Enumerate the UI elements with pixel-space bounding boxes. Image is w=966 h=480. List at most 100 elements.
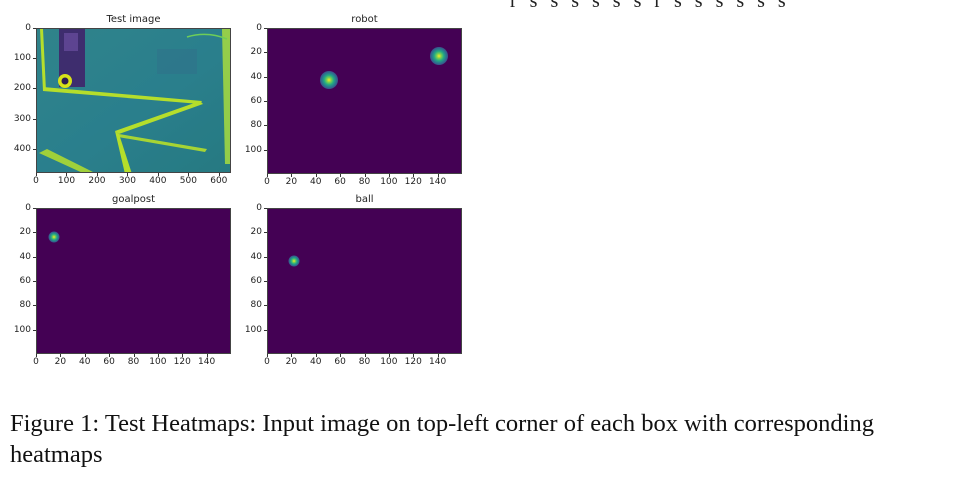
y-tick-mark (33, 305, 36, 307)
y-tick-label: 0 (256, 23, 262, 33)
y-tick-label: 400 (13, 143, 31, 154)
x-tick-label: 80 (358, 357, 371, 367)
x-tick-mark (218, 173, 220, 176)
x-tick-mark (188, 173, 190, 176)
y-tick-label: 100 (244, 324, 262, 335)
y-tick-mark (33, 118, 36, 120)
x-tick-mark (413, 354, 415, 357)
y-tick-mark (33, 28, 36, 29)
page-top-text-fragment: r s s s s s s r s s s s s s (510, 0, 790, 12)
y-tick-mark (264, 281, 267, 282)
x-tick-mark (157, 354, 159, 357)
x-tick-label: 60 (103, 357, 115, 367)
y-tick-label: 100 (13, 53, 31, 64)
y-tick-label: 200 (13, 83, 31, 94)
x-tick-label: 40 (79, 357, 91, 367)
y-tick-mark (264, 28, 267, 29)
x-tick-mark (84, 354, 86, 357)
y-tick-label: 0 (25, 23, 31, 33)
x-tick-mark (157, 173, 159, 176)
x-tick-label: 400 (149, 176, 167, 186)
y-tick-mark (264, 149, 267, 151)
x-tick-label: 20 (54, 357, 67, 367)
x-tick-mark (340, 174, 342, 177)
y-tick-mark (33, 329, 36, 331)
x-tick-mark (267, 174, 268, 177)
y-tick-mark (264, 76, 267, 78)
x-tick-label: 100 (380, 357, 398, 367)
y-tick-label: 80 (250, 300, 262, 311)
x-tick-label: 140 (429, 177, 447, 187)
y-tick-mark (264, 232, 267, 234)
field-photo (37, 29, 230, 172)
y-tick-mark (264, 256, 267, 258)
heatmap-peak (429, 46, 448, 65)
x-tick-mark (206, 354, 208, 357)
y-tick-label: 60 (250, 96, 262, 106)
x-tick-mark (182, 354, 184, 357)
x-tick-label: 80 (127, 357, 140, 367)
subplot-title: ball (355, 194, 374, 205)
y-tick-label: 60 (19, 276, 31, 286)
heatmap-peak (319, 71, 338, 90)
y-tick-label: 100 (13, 324, 31, 335)
subplot-title: Test image (106, 14, 161, 25)
heatmap-area (267, 28, 462, 174)
y-tick-label: 100 (244, 144, 262, 155)
y-tick-mark (264, 125, 267, 127)
x-tick-mark (267, 354, 268, 357)
x-tick-label: 0 (33, 176, 39, 186)
x-tick-label: 40 (310, 357, 322, 367)
x-tick-mark (388, 354, 390, 357)
y-tick-mark (33, 208, 36, 209)
x-tick-label: 300 (118, 176, 136, 186)
x-tick-label: 600 (210, 176, 228, 186)
x-tick-mark (437, 354, 439, 357)
x-tick-label: 20 (285, 357, 298, 367)
y-tick-label: 20 (250, 47, 262, 58)
y-tick-mark (33, 256, 36, 258)
y-tick-mark (264, 305, 267, 307)
heatmap-area (267, 208, 462, 354)
y-tick-mark (33, 148, 36, 150)
x-tick-mark (96, 173, 98, 176)
test-image (36, 28, 231, 173)
x-tick-mark (36, 173, 37, 176)
figure-caption: Figure 1: Test Heatmaps: Input image on … (10, 410, 874, 468)
subplot-title: robot (351, 14, 378, 25)
y-tick-mark (264, 52, 267, 54)
y-tick-mark (33, 232, 36, 234)
y-tick-label: 300 (13, 113, 31, 124)
y-tick-label: 80 (250, 120, 262, 131)
x-tick-mark (66, 173, 68, 176)
x-tick-mark (315, 174, 317, 177)
y-tick-mark (33, 88, 36, 90)
x-tick-mark (36, 354, 37, 357)
x-tick-mark (340, 354, 342, 357)
x-tick-label: 40 (310, 177, 322, 187)
x-tick-label: 140 (198, 357, 216, 367)
x-tick-label: 20 (285, 177, 298, 187)
y-tick-label: 40 (250, 71, 262, 82)
x-tick-label: 120 (173, 357, 191, 367)
y-tick-mark (264, 101, 267, 102)
x-tick-mark (364, 354, 366, 357)
y-tick-mark (33, 281, 36, 282)
x-tick-label: 0 (264, 177, 270, 187)
x-tick-mark (127, 173, 129, 176)
x-tick-label: 100 (380, 177, 398, 187)
y-tick-label: 0 (25, 203, 31, 213)
x-tick-label: 0 (264, 357, 270, 367)
x-tick-label: 500 (179, 176, 197, 186)
x-tick-label: 200 (88, 176, 106, 186)
subplot-title: goalpost (112, 194, 155, 205)
x-tick-label: 100 (149, 357, 167, 367)
y-tick-label: 40 (19, 251, 31, 262)
x-tick-label: 140 (429, 357, 447, 367)
x-tick-label: 120 (404, 357, 422, 367)
y-tick-mark (264, 329, 267, 331)
y-tick-mark (33, 58, 36, 60)
heatmap-area (36, 208, 231, 354)
x-tick-label: 0 (33, 357, 39, 367)
heatmap-peak (48, 231, 60, 243)
